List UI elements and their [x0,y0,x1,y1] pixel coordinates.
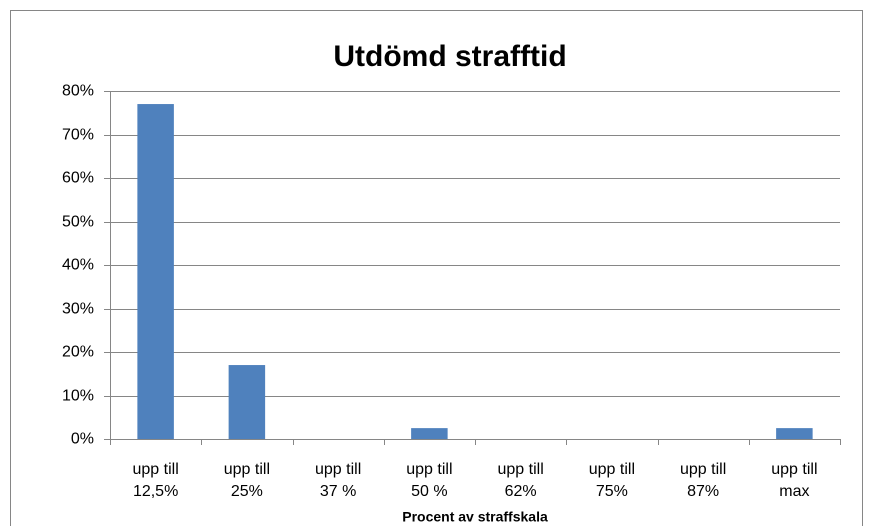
x-tick-label: upp till 37 % [315,461,362,500]
y-tick-label: 10% [62,388,94,405]
chart-title: Utdömd strafftid [333,40,566,73]
x-axis-title: Procent av straffskala [402,509,548,525]
x-tick-label: upp till 87% [680,461,727,500]
bar [776,428,813,439]
y-tick-label: 20% [62,344,94,361]
x-tick-label: upp till 75% [588,461,635,500]
bar [137,104,174,440]
y-tick-label: 80% [62,83,94,100]
y-tick-label: 70% [62,127,94,144]
x-tick-label: upp till 25% [223,461,270,500]
x-tick-label: upp till 62% [497,461,544,500]
y-tick-label: 30% [62,301,94,318]
y-tick-label: 40% [62,257,94,274]
y-tick-label: 0% [71,431,94,448]
x-tick-label: upp till 12,5% [132,461,179,500]
bar [228,365,266,439]
bar [411,428,448,439]
x-tick-label: upp till max [771,461,818,500]
y-tick-label: 50% [62,214,94,231]
y-tick-label: 60% [62,170,94,187]
x-tick-label: upp till 50 % [406,461,453,500]
